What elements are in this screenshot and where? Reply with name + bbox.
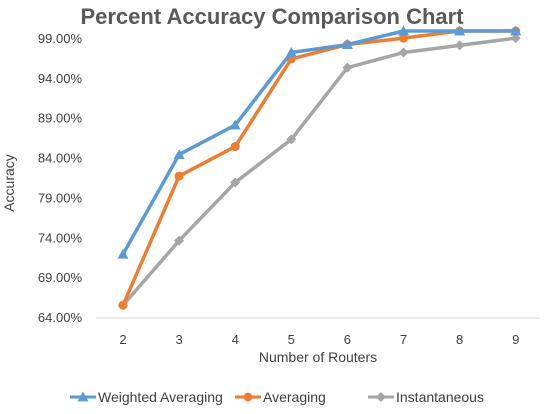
data-point (285, 47, 297, 57)
series-instantaneous (118, 33, 521, 311)
x-tick-label: 2 (119, 332, 126, 347)
series-line (121, 29, 516, 256)
data-point (510, 25, 522, 36)
legend-item: Weighted Averaging (70, 389, 223, 405)
x-axis-ticks: 2 3 4 5 6 7 8 9 (119, 332, 519, 347)
series-line (121, 29, 516, 306)
legend-label: Averaging (263, 389, 326, 405)
data-point (117, 248, 129, 259)
data-point (342, 62, 353, 73)
x-axis-label: Number of Routers (259, 349, 377, 365)
y-tick-label: 94.00% (38, 71, 83, 86)
data-point (174, 235, 185, 246)
series-layer (117, 25, 522, 311)
x-tick-label: 7 (400, 332, 407, 347)
legend-marker (243, 392, 253, 402)
series-weighted-averaging (117, 25, 522, 259)
y-tick-label: 89.00% (38, 111, 83, 126)
data-point (230, 177, 241, 188)
legend: Weighted Averaging Averaging Instantaneous (70, 389, 484, 405)
data-point (454, 40, 465, 51)
data-point (174, 171, 184, 181)
legend-marker (77, 391, 89, 402)
x-tick-label: 3 (175, 332, 182, 347)
x-tick-label: 8 (456, 332, 463, 347)
chart-title: Percent Accuracy Comparison Chart (80, 4, 464, 29)
x-tick-label: 4 (232, 332, 239, 347)
y-axis-label: Accuracy (1, 154, 17, 212)
data-point (286, 134, 297, 145)
y-tick-label: 99.00% (38, 31, 83, 46)
data-point (454, 25, 466, 36)
data-point (341, 39, 353, 49)
legend-item: Averaging (235, 389, 326, 405)
data-point (118, 300, 128, 310)
data-point (399, 33, 408, 43)
x-tick-label: 5 (288, 332, 295, 347)
y-tick-label: 79.00% (38, 190, 83, 205)
series-averaging (118, 26, 521, 310)
y-tick-label: 84.00% (38, 151, 83, 166)
legend-label: Instantaneous (396, 389, 484, 405)
series-line (121, 36, 516, 307)
y-tick-label: 69.00% (38, 270, 83, 285)
legend-item: Instantaneous (368, 389, 484, 405)
x-tick-label: 6 (344, 332, 351, 347)
y-axis-ticks: 64.00% 69.00% 74.00% 79.00% 84.00% 89.00% 94.0… (38, 31, 83, 325)
data-point (173, 149, 185, 159)
y-tick-label: 74.00% (38, 230, 83, 245)
y-tick-label: 64.00% (38, 310, 83, 325)
data-point (510, 33, 521, 44)
x-tick-label: 9 (512, 332, 519, 347)
data-point (398, 47, 409, 58)
data-point (398, 25, 409, 36)
data-point (230, 142, 240, 152)
data-point (229, 119, 241, 130)
legend-label: Weighted Averaging (98, 389, 223, 405)
legend-marker (376, 392, 386, 402)
